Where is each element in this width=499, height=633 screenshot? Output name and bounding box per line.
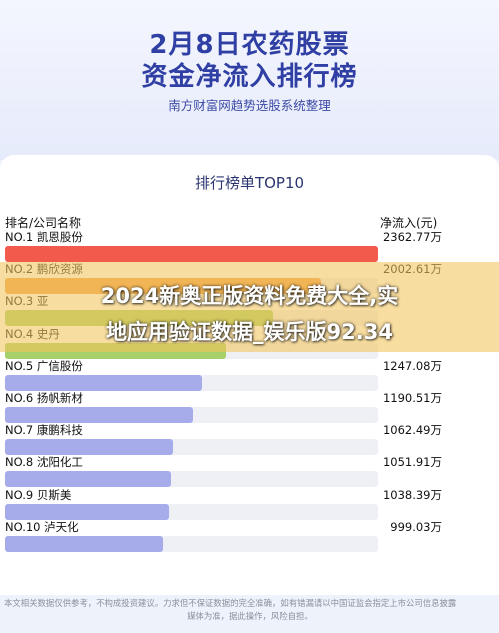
row-label: NO.10 泸天化 (5, 519, 79, 534)
row-value: 999.03万 (390, 519, 442, 534)
disclaimer-line1: 本文相关数据仅供参考，不构成投资建议。力求但不保证数据的完全准确，如有错漏请以中… (4, 598, 457, 608)
page-title-line1: 2月8日农药股票 (149, 30, 350, 60)
bar-track (5, 246, 378, 262)
bar-track (5, 407, 378, 423)
bar (5, 246, 378, 262)
row-value: 1190.51万 (382, 391, 442, 405)
watermark-band (0, 262, 499, 352)
bar (5, 535, 163, 552)
row-label: NO.7 康鹏科技 (5, 423, 83, 438)
row-label: NO.5 广信股份 (5, 358, 83, 373)
row-label: NO.9 贝斯美 (5, 487, 72, 502)
column-header-value: 净流入(元) (380, 216, 438, 230)
disclaimer: 本文相关数据仅供参考，不构成投资建议。力求但不保证数据的完全准确，如有错漏请以中… (4, 597, 496, 623)
ranking-card-title: 排行榜单TOP10 (194, 174, 305, 192)
bar (5, 407, 193, 423)
column-header-name: 排名/公司名称 (5, 216, 82, 230)
row-value: 1051.91万 (382, 455, 442, 470)
bar (5, 439, 173, 456)
bar-track (5, 503, 378, 520)
row-label: NO.8 沈阳化工 (5, 455, 83, 470)
watermark-line2: 地应用验证数据_娱乐版92.34 (106, 320, 393, 344)
bar-track (5, 374, 378, 391)
header-banner (0, 0, 499, 160)
bar-track (5, 535, 378, 552)
bar-track (5, 439, 378, 456)
row-value: 2362.77万 (382, 230, 442, 244)
watermark-line1: 2024新奥正版资料免费大全,实 (100, 284, 399, 308)
row-label: NO.6 扬帆新材 (5, 391, 83, 405)
bar-track (5, 471, 378, 488)
bar (5, 374, 202, 391)
page-title-line2: 资金净流入排行榜 (141, 62, 358, 92)
row-value: 1038.39万 (382, 487, 442, 502)
disclaimer-line2: 媒体为准，据此操作，风险自担。 (187, 611, 313, 621)
row-label: NO.1 凯恩股份 (5, 230, 83, 244)
bar (5, 471, 172, 488)
row-value: 1247.08万 (382, 358, 442, 373)
row-value: 1062.49万 (382, 423, 442, 438)
page-subtitle: 南方财富网趋势选股系统整理 (168, 98, 331, 113)
bar (5, 503, 169, 520)
